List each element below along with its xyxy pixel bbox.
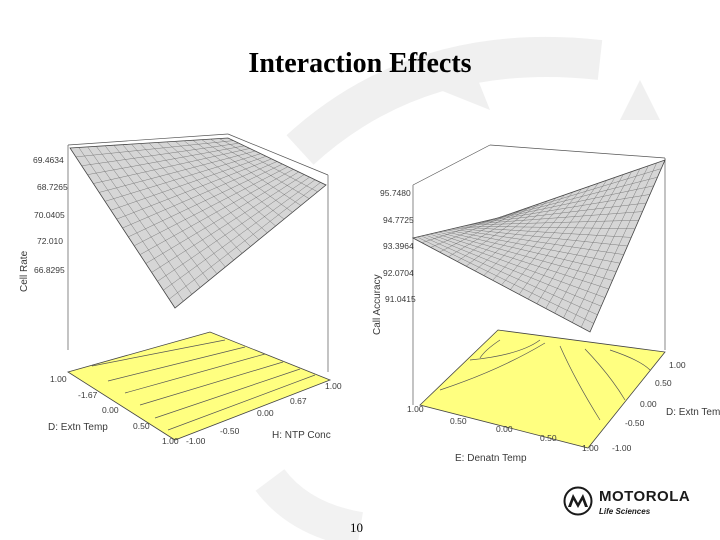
surface-grid-line [476,202,647,224]
surface-grid-line [580,162,657,328]
left-x-tick: 1.00 [162,436,179,446]
right-x-tick: 0.50 [450,416,467,426]
surface-grid-line [563,168,641,318]
contour-line [154,368,301,419]
right-y-tick: 0.00 [640,399,657,409]
left-x-tick: 0.00 [102,405,119,415]
surface-grid-line [163,179,316,291]
right-y-tick: -0.50 [625,418,645,428]
left-z-axis-label: Cell Rate [19,250,30,292]
left-contour-plane [67,331,332,441]
motorola-batwing-icon [563,486,593,516]
surface-grid-line [493,168,662,220]
contour-line [139,361,284,406]
surface-grid-line [489,177,658,221]
right-z-tick: 94.7725 [383,215,414,225]
surface-grid-line [554,171,632,314]
right-z-tick: 91.0415 [385,294,416,304]
left-z-tick: 69.4634 [33,155,64,165]
left-y-tick: -0.50 [220,426,240,436]
logo-division: Life Sciences [599,507,651,516]
contour-line [439,342,546,391]
surface-grid-line [157,177,310,282]
surface-grid-line [485,185,654,222]
contour-line [584,348,626,401]
left-z-tick: 66.8295 [34,265,65,275]
contour-line [469,339,541,361]
contour-line [609,349,651,371]
surface-grid-line [510,185,591,290]
contour-line [559,345,601,421]
right-x-tick: 0.50 [540,433,557,443]
right-z-axis-label: Call Accuracy [372,274,383,335]
right-z-tick: 92.0704 [383,268,414,278]
left-y-axis-label: H: NTP Conc [272,430,331,441]
surface-grid-line [472,211,643,225]
right-x-tick: 1.00 [407,404,424,414]
right-x-tick: 0.00 [496,424,513,434]
surface-grid-line [545,174,624,309]
left-z-tick: 70.0405 [34,210,65,220]
surface-grid-line [536,177,616,304]
surface-grid-line [210,138,310,199]
surface-grid-line [468,220,639,226]
contour-line [167,374,316,431]
logo-brand: MOTOROLA [599,488,691,505]
surface-grid-line [459,226,632,238]
right-z-tick: 95.7480 [380,188,411,198]
right-y-axis-label: D: Extn Temp [666,407,720,418]
left-z-tick: 72.010 [37,236,63,246]
surface-grid-line [527,180,607,300]
contour-line [124,353,266,394]
right-y-tick: 0.50 [655,378,672,388]
contour-line [107,346,246,382]
surface-grid-line [519,183,599,295]
right-x-tick: 1.00 [582,443,599,453]
contour-line [91,339,226,367]
right-response-surface [411,159,666,333]
left-y-tick: 0.67 [290,396,307,406]
left-z-tick: 68.7265 [37,182,68,192]
left-y-tick: -1.00 [186,436,206,446]
left-x-axis-label: D: Extn Temp [48,422,108,433]
slide-title: Interaction Effects [248,48,472,79]
right-contour-plane [419,329,666,449]
right-y-tick: -1.00 [612,443,632,453]
surface-grid-line [169,182,321,300]
surface-grid-line [463,225,636,229]
right-x-axis-label: E: Denatn Temp [455,453,527,464]
surface-grid-line [480,194,651,223]
surface-grid-line [219,138,318,193]
left-y-tick: 1.00 [325,381,342,391]
left-x-tick: 0.50 [133,421,150,431]
page-number: 10 [350,520,363,535]
surface-grid-line [501,188,582,286]
left-x-tick: 1.00 [50,374,67,384]
left-x-tick: -1.67 [78,390,98,400]
surface-grid-line [572,165,649,323]
contour-line [479,339,501,359]
right-z-tick: 93.3964 [383,241,414,251]
left-y-tick: 0.00 [257,408,274,418]
right-y-tick: 1.00 [669,360,686,370]
motorola-logo: MOTOROLA Life Sciences [563,482,703,522]
